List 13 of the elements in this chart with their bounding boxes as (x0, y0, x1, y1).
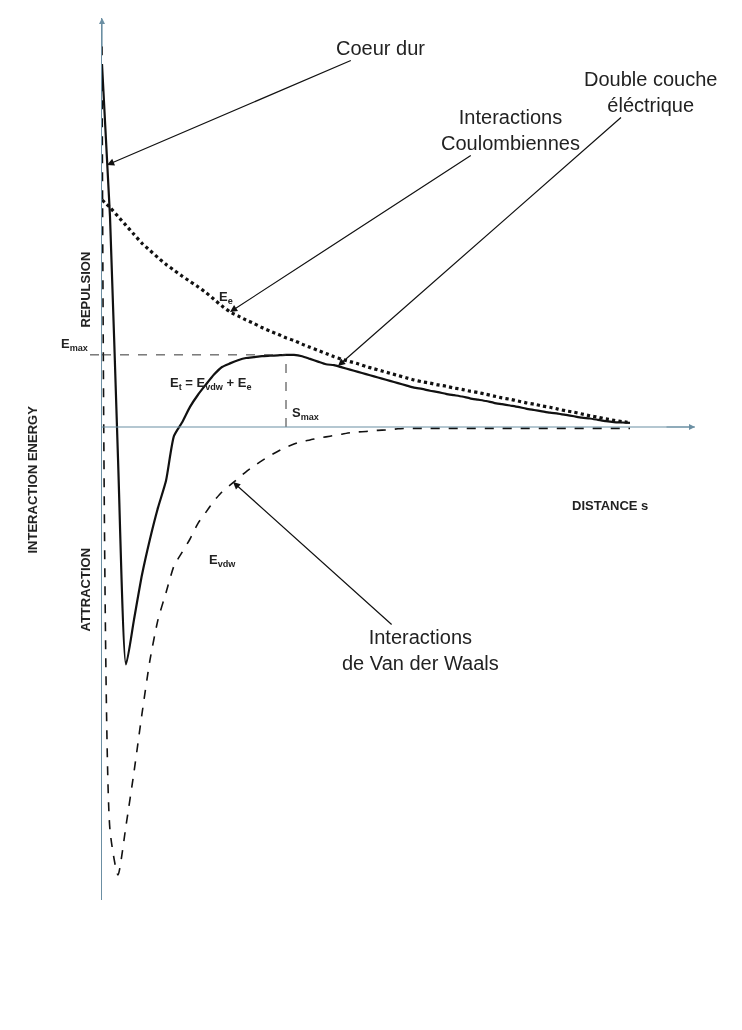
text: ATTRACTION (77, 547, 93, 632)
annotation: Double couche éléctrique (584, 68, 718, 116)
annotation: Coeur dur (336, 37, 426, 59)
x-axis-title: DISTANCE s (572, 498, 649, 513)
series-label: E$_{vdw}$ (209, 552, 237, 569)
annotation: Interactions de Van der Waals (342, 626, 499, 674)
series-label: E$_{e}$ (219, 289, 233, 306)
ref-line-label: E$_{max}$ (61, 336, 88, 353)
annotation: Interactions Coulombiennes (441, 106, 580, 154)
series-label: E$_{t}$ = E$_{vdw}$ + E$_{e}$ (170, 375, 252, 392)
text: REPULSION (77, 251, 93, 328)
y-axis-title: INTERACTION ENERGY (24, 405, 40, 554)
annotation: S$_{max}$ (292, 405, 319, 422)
